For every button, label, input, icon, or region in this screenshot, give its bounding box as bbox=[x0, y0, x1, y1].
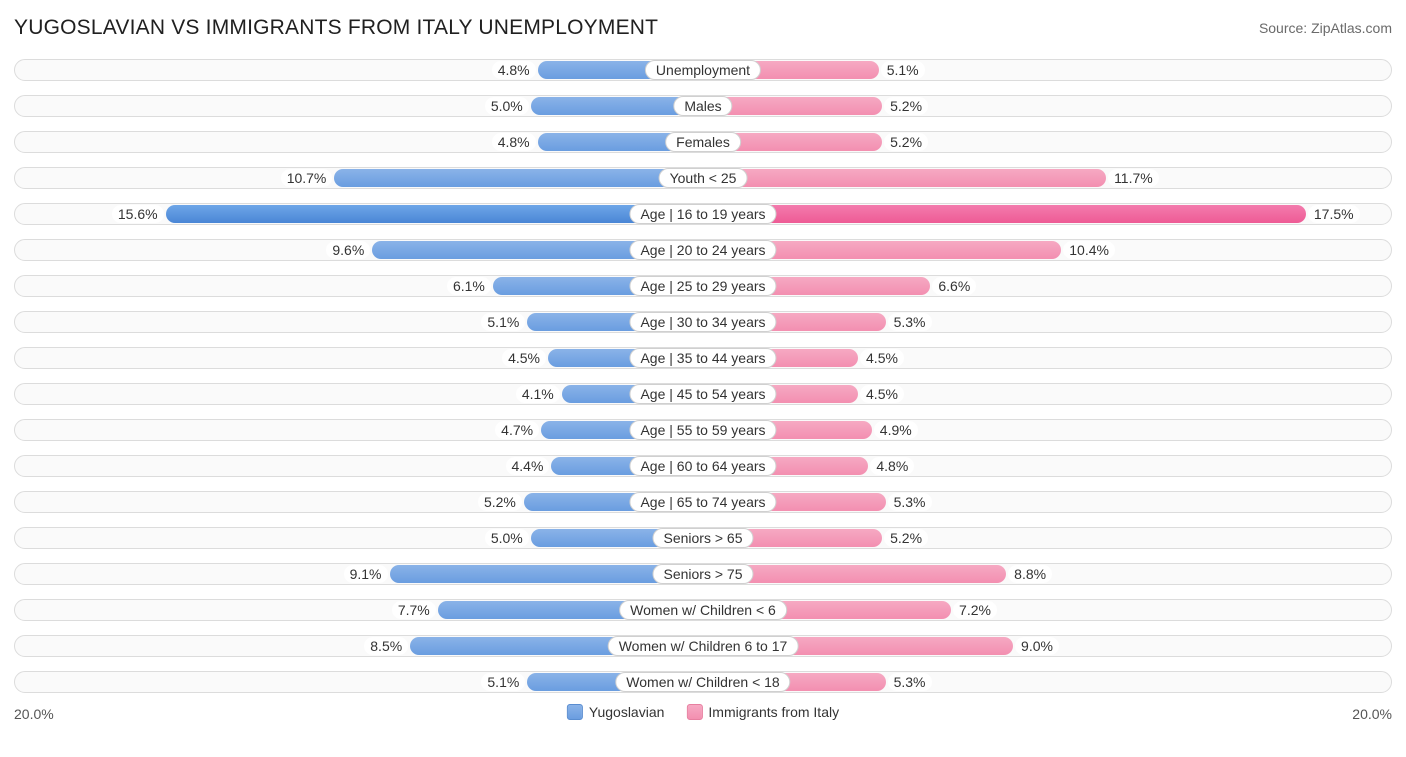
chart-row: 4.1% 4.5% Age | 45 to 54 years bbox=[14, 378, 1392, 410]
value-left: 7.7% bbox=[392, 601, 436, 619]
value-left: 5.2% bbox=[478, 493, 522, 511]
value-left: 4.7% bbox=[495, 421, 539, 439]
value-right: 5.2% bbox=[884, 97, 928, 115]
value-left: 4.8% bbox=[492, 133, 536, 151]
value-right: 5.3% bbox=[888, 493, 932, 511]
legend-label-left: Yugoslavian bbox=[589, 704, 665, 720]
source-label: Source: ZipAtlas.com bbox=[1259, 20, 1392, 36]
chart-row: 9.1% 8.8% Seniors > 75 bbox=[14, 558, 1392, 590]
value-left: 4.1% bbox=[516, 385, 560, 403]
legend: Yugoslavian Immigrants from Italy bbox=[567, 704, 839, 720]
value-right: 5.3% bbox=[888, 313, 932, 331]
value-right: 11.7% bbox=[1108, 169, 1159, 187]
category-label: Age | 65 to 74 years bbox=[629, 492, 776, 512]
chart-row: 5.1% 5.3% Women w/ Children < 18 bbox=[14, 666, 1392, 698]
chart-row: 5.0% 5.2% Seniors > 65 bbox=[14, 522, 1392, 554]
value-left: 10.7% bbox=[281, 169, 333, 187]
value-right: 4.5% bbox=[860, 385, 904, 403]
value-right: 9.0% bbox=[1015, 637, 1059, 655]
chart-row: 4.7% 4.9% Age | 55 to 59 years bbox=[14, 414, 1392, 446]
chart-row: 5.1% 5.3% Age | 30 to 34 years bbox=[14, 306, 1392, 338]
value-right: 10.4% bbox=[1063, 241, 1115, 259]
axis-left-max: 20.0% bbox=[14, 706, 54, 722]
value-left: 8.5% bbox=[364, 637, 408, 655]
chart-row: 5.0% 5.2% Males bbox=[14, 90, 1392, 122]
category-label: Age | 30 to 34 years bbox=[629, 312, 776, 332]
category-label: Males bbox=[673, 96, 732, 116]
bar-right bbox=[703, 205, 1306, 223]
value-left: 4.4% bbox=[506, 457, 550, 475]
category-label: Age | 16 to 19 years bbox=[629, 204, 776, 224]
value-left: 9.1% bbox=[344, 565, 388, 583]
category-label: Seniors > 75 bbox=[653, 564, 754, 584]
value-right: 8.8% bbox=[1008, 565, 1052, 583]
chart-row: 4.8% 5.2% Females bbox=[14, 126, 1392, 158]
value-left: 5.1% bbox=[481, 313, 525, 331]
category-label: Females bbox=[665, 132, 741, 152]
value-left: 6.1% bbox=[447, 277, 491, 295]
chart-row: 8.5% 9.0% Women w/ Children 6 to 17 bbox=[14, 630, 1392, 662]
value-left: 5.0% bbox=[485, 97, 529, 115]
value-left: 4.5% bbox=[502, 349, 546, 367]
chart-row: 4.4% 4.8% Age | 60 to 64 years bbox=[14, 450, 1392, 482]
category-label: Women w/ Children < 6 bbox=[619, 600, 787, 620]
chart-row: 4.5% 4.5% Age | 35 to 44 years bbox=[14, 342, 1392, 374]
value-right: 5.1% bbox=[881, 61, 925, 79]
value-right: 4.8% bbox=[870, 457, 914, 475]
category-label: Women w/ Children 6 to 17 bbox=[608, 636, 799, 656]
chart-title: YUGOSLAVIAN VS IMMIGRANTS FROM ITALY UNE… bbox=[14, 16, 658, 40]
category-label: Unemployment bbox=[645, 60, 761, 80]
value-right: 4.5% bbox=[860, 349, 904, 367]
legend-swatch-left bbox=[567, 704, 583, 720]
value-right: 4.9% bbox=[874, 421, 918, 439]
chart-row: 15.6% 17.5% Age | 16 to 19 years bbox=[14, 198, 1392, 230]
chart-row: 5.2% 5.3% Age | 65 to 74 years bbox=[14, 486, 1392, 518]
chart-row: 6.1% 6.6% Age | 25 to 29 years bbox=[14, 270, 1392, 302]
category-label: Age | 55 to 59 years bbox=[629, 420, 776, 440]
category-label: Youth < 25 bbox=[659, 168, 748, 188]
chart-row: 9.6% 10.4% Age | 20 to 24 years bbox=[14, 234, 1392, 266]
axis-right-max: 20.0% bbox=[1352, 706, 1392, 722]
value-right: 5.2% bbox=[884, 529, 928, 547]
category-label: Age | 20 to 24 years bbox=[629, 240, 776, 260]
chart-row: 10.7% 11.7% Youth < 25 bbox=[14, 162, 1392, 194]
value-right: 5.2% bbox=[884, 133, 928, 151]
category-label: Age | 35 to 44 years bbox=[629, 348, 776, 368]
value-left: 5.0% bbox=[485, 529, 529, 547]
bar-left bbox=[334, 169, 703, 187]
legend-swatch-right bbox=[686, 704, 702, 720]
value-right: 5.3% bbox=[888, 673, 932, 691]
bar-right bbox=[703, 169, 1106, 187]
butterfly-chart: 4.8% 5.1% Unemployment 5.0% 5.2% Males 4.8% 5.2… bbox=[14, 54, 1392, 698]
value-left: 9.6% bbox=[326, 241, 370, 259]
legend-item-right: Immigrants from Italy bbox=[686, 704, 839, 720]
category-label: Seniors > 65 bbox=[653, 528, 754, 548]
chart-row: 4.8% 5.1% Unemployment bbox=[14, 54, 1392, 86]
value-right: 6.6% bbox=[932, 277, 976, 295]
value-left: 5.1% bbox=[481, 673, 525, 691]
category-label: Age | 60 to 64 years bbox=[629, 456, 776, 476]
chart-row: 7.7% 7.2% Women w/ Children < 6 bbox=[14, 594, 1392, 626]
category-label: Women w/ Children < 18 bbox=[615, 672, 790, 692]
category-label: Age | 45 to 54 years bbox=[629, 384, 776, 404]
bar-left bbox=[166, 205, 703, 223]
legend-label-right: Immigrants from Italy bbox=[708, 704, 839, 720]
value-right: 17.5% bbox=[1308, 205, 1360, 223]
legend-item-left: Yugoslavian bbox=[567, 704, 665, 720]
value-left: 4.8% bbox=[492, 61, 536, 79]
value-left: 15.6% bbox=[112, 205, 164, 223]
category-label: Age | 25 to 29 years bbox=[629, 276, 776, 296]
value-right: 7.2% bbox=[953, 601, 997, 619]
